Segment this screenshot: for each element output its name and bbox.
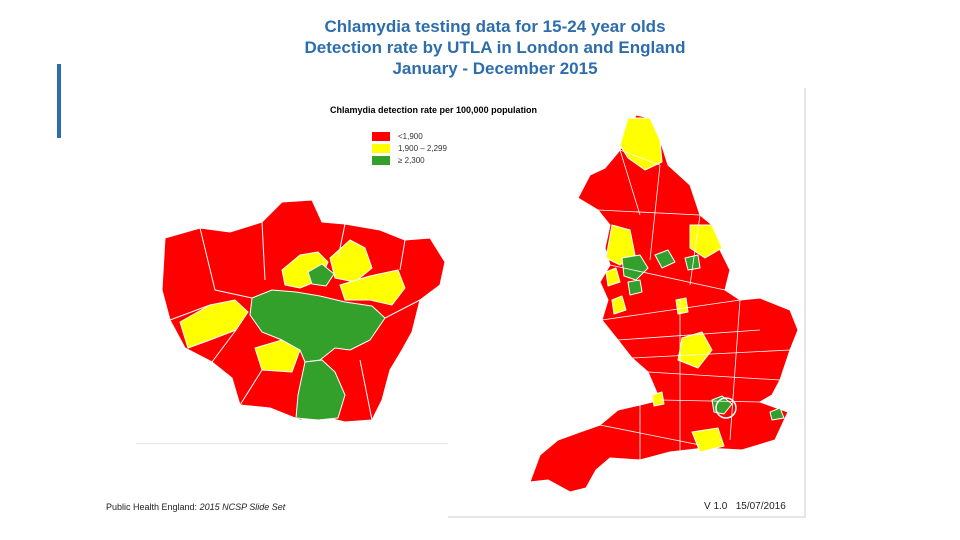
accent-bar bbox=[57, 64, 61, 138]
map-panel-border bbox=[804, 88, 806, 518]
legend-swatch-high bbox=[372, 155, 390, 165]
title-line-3: January - December 2015 bbox=[392, 59, 598, 78]
legend-title: Chlamydia detection rate per 100,000 pop… bbox=[330, 105, 538, 115]
legend-label-low: <1,900 bbox=[398, 131, 423, 141]
footer-source-title: 2015 NCSP Slide Set bbox=[199, 502, 286, 512]
london-area-yellow-3 bbox=[339, 269, 406, 306]
england-map bbox=[529, 114, 799, 493]
legend: <1,900 1,900 – 2,299 ≥ 2,300 bbox=[372, 130, 447, 166]
title-line-1: Chlamydia testing data for 15-24 year ol… bbox=[324, 17, 666, 36]
footer-source-prefix: Public Health England: bbox=[106, 502, 198, 512]
england-panel-border bbox=[448, 516, 806, 518]
title-line-2: Detection rate by UTLA in London and Eng… bbox=[304, 38, 686, 57]
slide-title: Chlamydia testing data for 15-24 year ol… bbox=[260, 16, 730, 79]
legend-swatch-mid bbox=[372, 143, 390, 153]
london-area-green-3 bbox=[307, 263, 335, 287]
footer-source: Public Health England: 2015 NCSP Slide S… bbox=[106, 502, 285, 512]
england-area-green-6 bbox=[769, 407, 785, 421]
footer-version: V 1.0 15/07/2016 bbox=[704, 501, 786, 512]
london-area-yellow-5 bbox=[254, 339, 301, 373]
england-outline bbox=[529, 114, 799, 493]
england-area-yellow-6 bbox=[611, 295, 627, 315]
england-area-yellow-1 bbox=[619, 117, 663, 171]
london-panel-border bbox=[136, 443, 448, 444]
england-area-yellow-8 bbox=[651, 391, 665, 407]
england-area-green-1 bbox=[621, 254, 649, 281]
england-area-yellow-7 bbox=[675, 297, 689, 315]
legend-label-mid: 1,900 – 2,299 bbox=[398, 143, 447, 153]
london-area-yellow-4 bbox=[179, 299, 249, 349]
footer-date: 15/07/2016 bbox=[735, 501, 786, 512]
england-area-yellow-2 bbox=[689, 224, 723, 259]
england-boundaries bbox=[597, 149, 791, 460]
london-area-yellow-2 bbox=[329, 239, 373, 283]
legend-label-high: ≥ 2,300 bbox=[398, 155, 425, 165]
london-area-green-2 bbox=[295, 359, 346, 421]
england-area-green-2 bbox=[654, 249, 676, 269]
legend-item-mid: 1,900 – 2,299 bbox=[372, 142, 447, 154]
england-area-yellow-5 bbox=[691, 427, 725, 453]
legend-item-low: <1,900 bbox=[372, 130, 447, 142]
england-area-green-5 bbox=[711, 395, 733, 415]
england-area-yellow-9 bbox=[605, 267, 621, 287]
legend-item-high: ≥ 2,300 bbox=[372, 154, 447, 166]
england-london-cluster bbox=[715, 397, 737, 419]
england-area-yellow-4 bbox=[677, 331, 713, 369]
london-boundaries bbox=[169, 221, 421, 421]
england-area-green-3 bbox=[684, 254, 701, 271]
england-area-green-4 bbox=[627, 279, 643, 296]
footer-version-number: V 1.0 bbox=[704, 501, 728, 512]
london-map bbox=[161, 199, 446, 423]
legend-swatch-low bbox=[372, 131, 390, 141]
london-area-green-1 bbox=[249, 289, 386, 363]
